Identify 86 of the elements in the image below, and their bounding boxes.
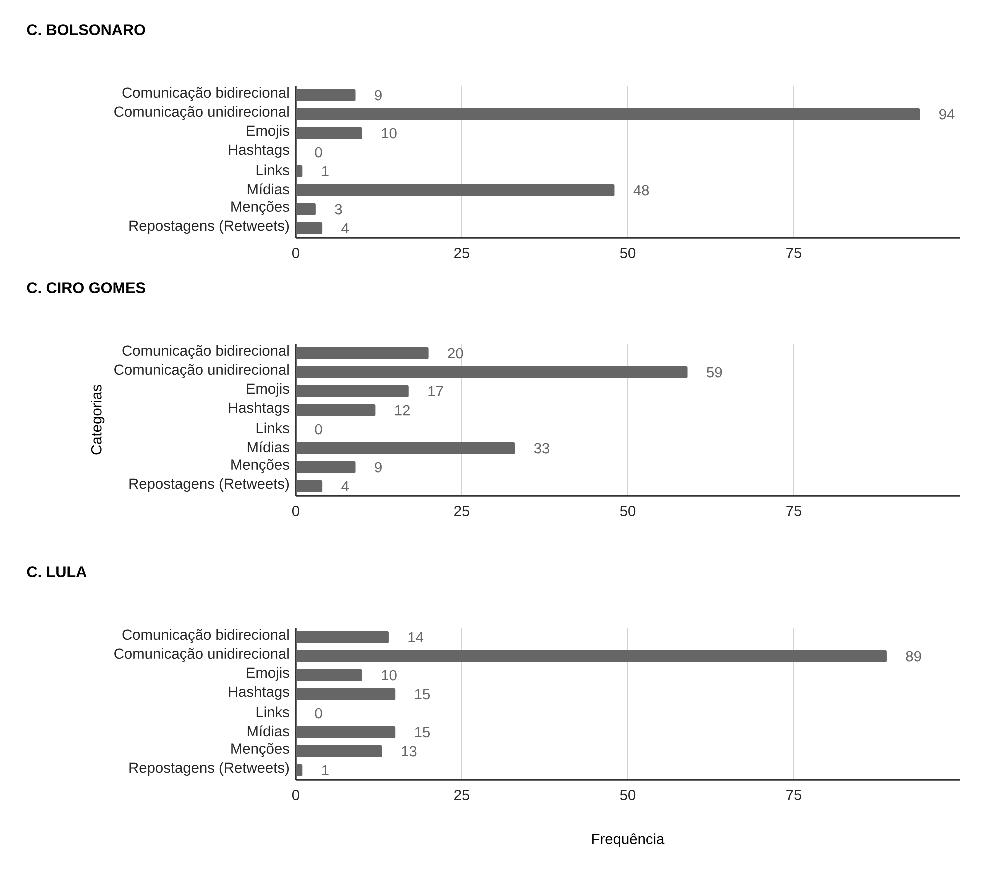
bar <box>296 222 323 234</box>
bar <box>296 746 382 758</box>
y-tick-label: Mídias <box>248 184 290 195</box>
x-tick-label: 75 <box>786 506 802 516</box>
bar <box>296 348 429 360</box>
y-tick-label: Hashtags <box>229 686 290 700</box>
y-tick-label: Comunicação bidirecional <box>122 629 289 644</box>
data-label: 1 <box>322 765 329 776</box>
data-label: 33 <box>534 443 550 454</box>
y-tick-label: Mídias <box>248 442 290 453</box>
data-label: 89 <box>906 651 922 662</box>
data-label: 14 <box>408 632 424 643</box>
bar <box>296 90 356 102</box>
x-tick-label: 50 <box>620 506 636 516</box>
y-tick-label: Emojis <box>247 125 290 139</box>
data-label: 9 <box>375 462 382 473</box>
bar <box>296 386 409 398</box>
data-label: 94 <box>940 109 955 120</box>
data-label: 3 <box>335 204 342 215</box>
data-label: 13 <box>402 746 417 757</box>
data-label: 17 <box>428 386 444 397</box>
data-label: 48 <box>634 185 650 196</box>
data-label: 1 <box>322 166 329 177</box>
text: C. LULA <box>27 566 87 578</box>
x-axis-title: Frequência <box>592 834 665 848</box>
bar <box>296 128 362 140</box>
bar <box>296 670 362 682</box>
y-tick-label: Menções <box>232 459 290 473</box>
y-tick-label: Hashtags <box>229 144 290 158</box>
bar <box>296 203 316 216</box>
x-tick-label: 0 <box>292 248 300 258</box>
bar <box>296 632 389 644</box>
y-tick-label: Links <box>256 164 290 176</box>
bar <box>296 726 396 739</box>
x-tick-label: 25 <box>454 790 470 800</box>
y-tick-label: Repostagens (Retweets) <box>130 478 290 492</box>
data-label: 0 <box>315 424 322 435</box>
x-tick-label: 0 <box>292 790 300 800</box>
x-tick-label: 75 <box>786 790 802 800</box>
y-tick-label: Mídias <box>248 726 290 737</box>
y-tick-label: Comunicação bidirecional <box>122 345 289 360</box>
data-label: 10 <box>382 670 397 681</box>
data-label: 4 <box>342 223 349 234</box>
data-label: 12 <box>396 405 410 416</box>
y-tick-label: Emojis <box>247 667 290 681</box>
x-tick-label: 50 <box>620 790 636 800</box>
bar <box>296 480 323 492</box>
data-label: 0 <box>315 147 322 158</box>
y-tick-label: Comunicação bidirecional <box>122 87 289 102</box>
bar <box>296 366 688 379</box>
data-label: 4 <box>342 481 349 492</box>
bar <box>296 108 920 120</box>
data-label: 9 <box>375 90 382 101</box>
bar <box>296 764 303 776</box>
x-tick-label: 50 <box>620 248 636 258</box>
data-label: 15 <box>415 727 430 738</box>
y-tick-label: Repostagens (Retweets) <box>130 220 290 234</box>
data-label: 59 <box>707 367 722 378</box>
text: C. BOLSONARO <box>27 24 146 36</box>
y-tick-label: Emojis <box>247 383 290 397</box>
bar <box>296 166 303 178</box>
y-tick-label: Comunicação unidirecional <box>114 106 289 120</box>
y-tick-label: Repostagens (Retweets) <box>130 762 290 776</box>
data-label: 15 <box>415 689 430 700</box>
x-tick-label: 0 <box>292 506 300 516</box>
bar <box>296 404 376 416</box>
bar <box>296 462 356 474</box>
bar <box>296 688 396 701</box>
text: C. CIRO GOMES <box>27 282 146 294</box>
y-tick-label: Menções <box>232 743 290 757</box>
y-tick-label: Menções <box>232 201 290 215</box>
y-tick-label: Links <box>256 422 290 434</box>
bar <box>296 650 887 663</box>
bar <box>296 442 516 454</box>
x-tick-label: 25 <box>454 248 470 258</box>
y-axis-title: Categorias <box>91 385 105 455</box>
bar <box>296 184 615 196</box>
data-label: 20 <box>448 348 464 359</box>
y-tick-label: Hashtags <box>229 402 290 416</box>
x-tick-label: 25 <box>454 506 470 516</box>
y-tick-label: Comunicação unidirecional <box>114 648 289 662</box>
data-label: 10 <box>382 128 397 139</box>
x-tick-label: 75 <box>786 248 802 258</box>
y-tick-label: Links <box>256 706 290 718</box>
data-label: 0 <box>315 708 322 719</box>
y-tick-label: Comunicação unidirecional <box>114 364 289 378</box>
